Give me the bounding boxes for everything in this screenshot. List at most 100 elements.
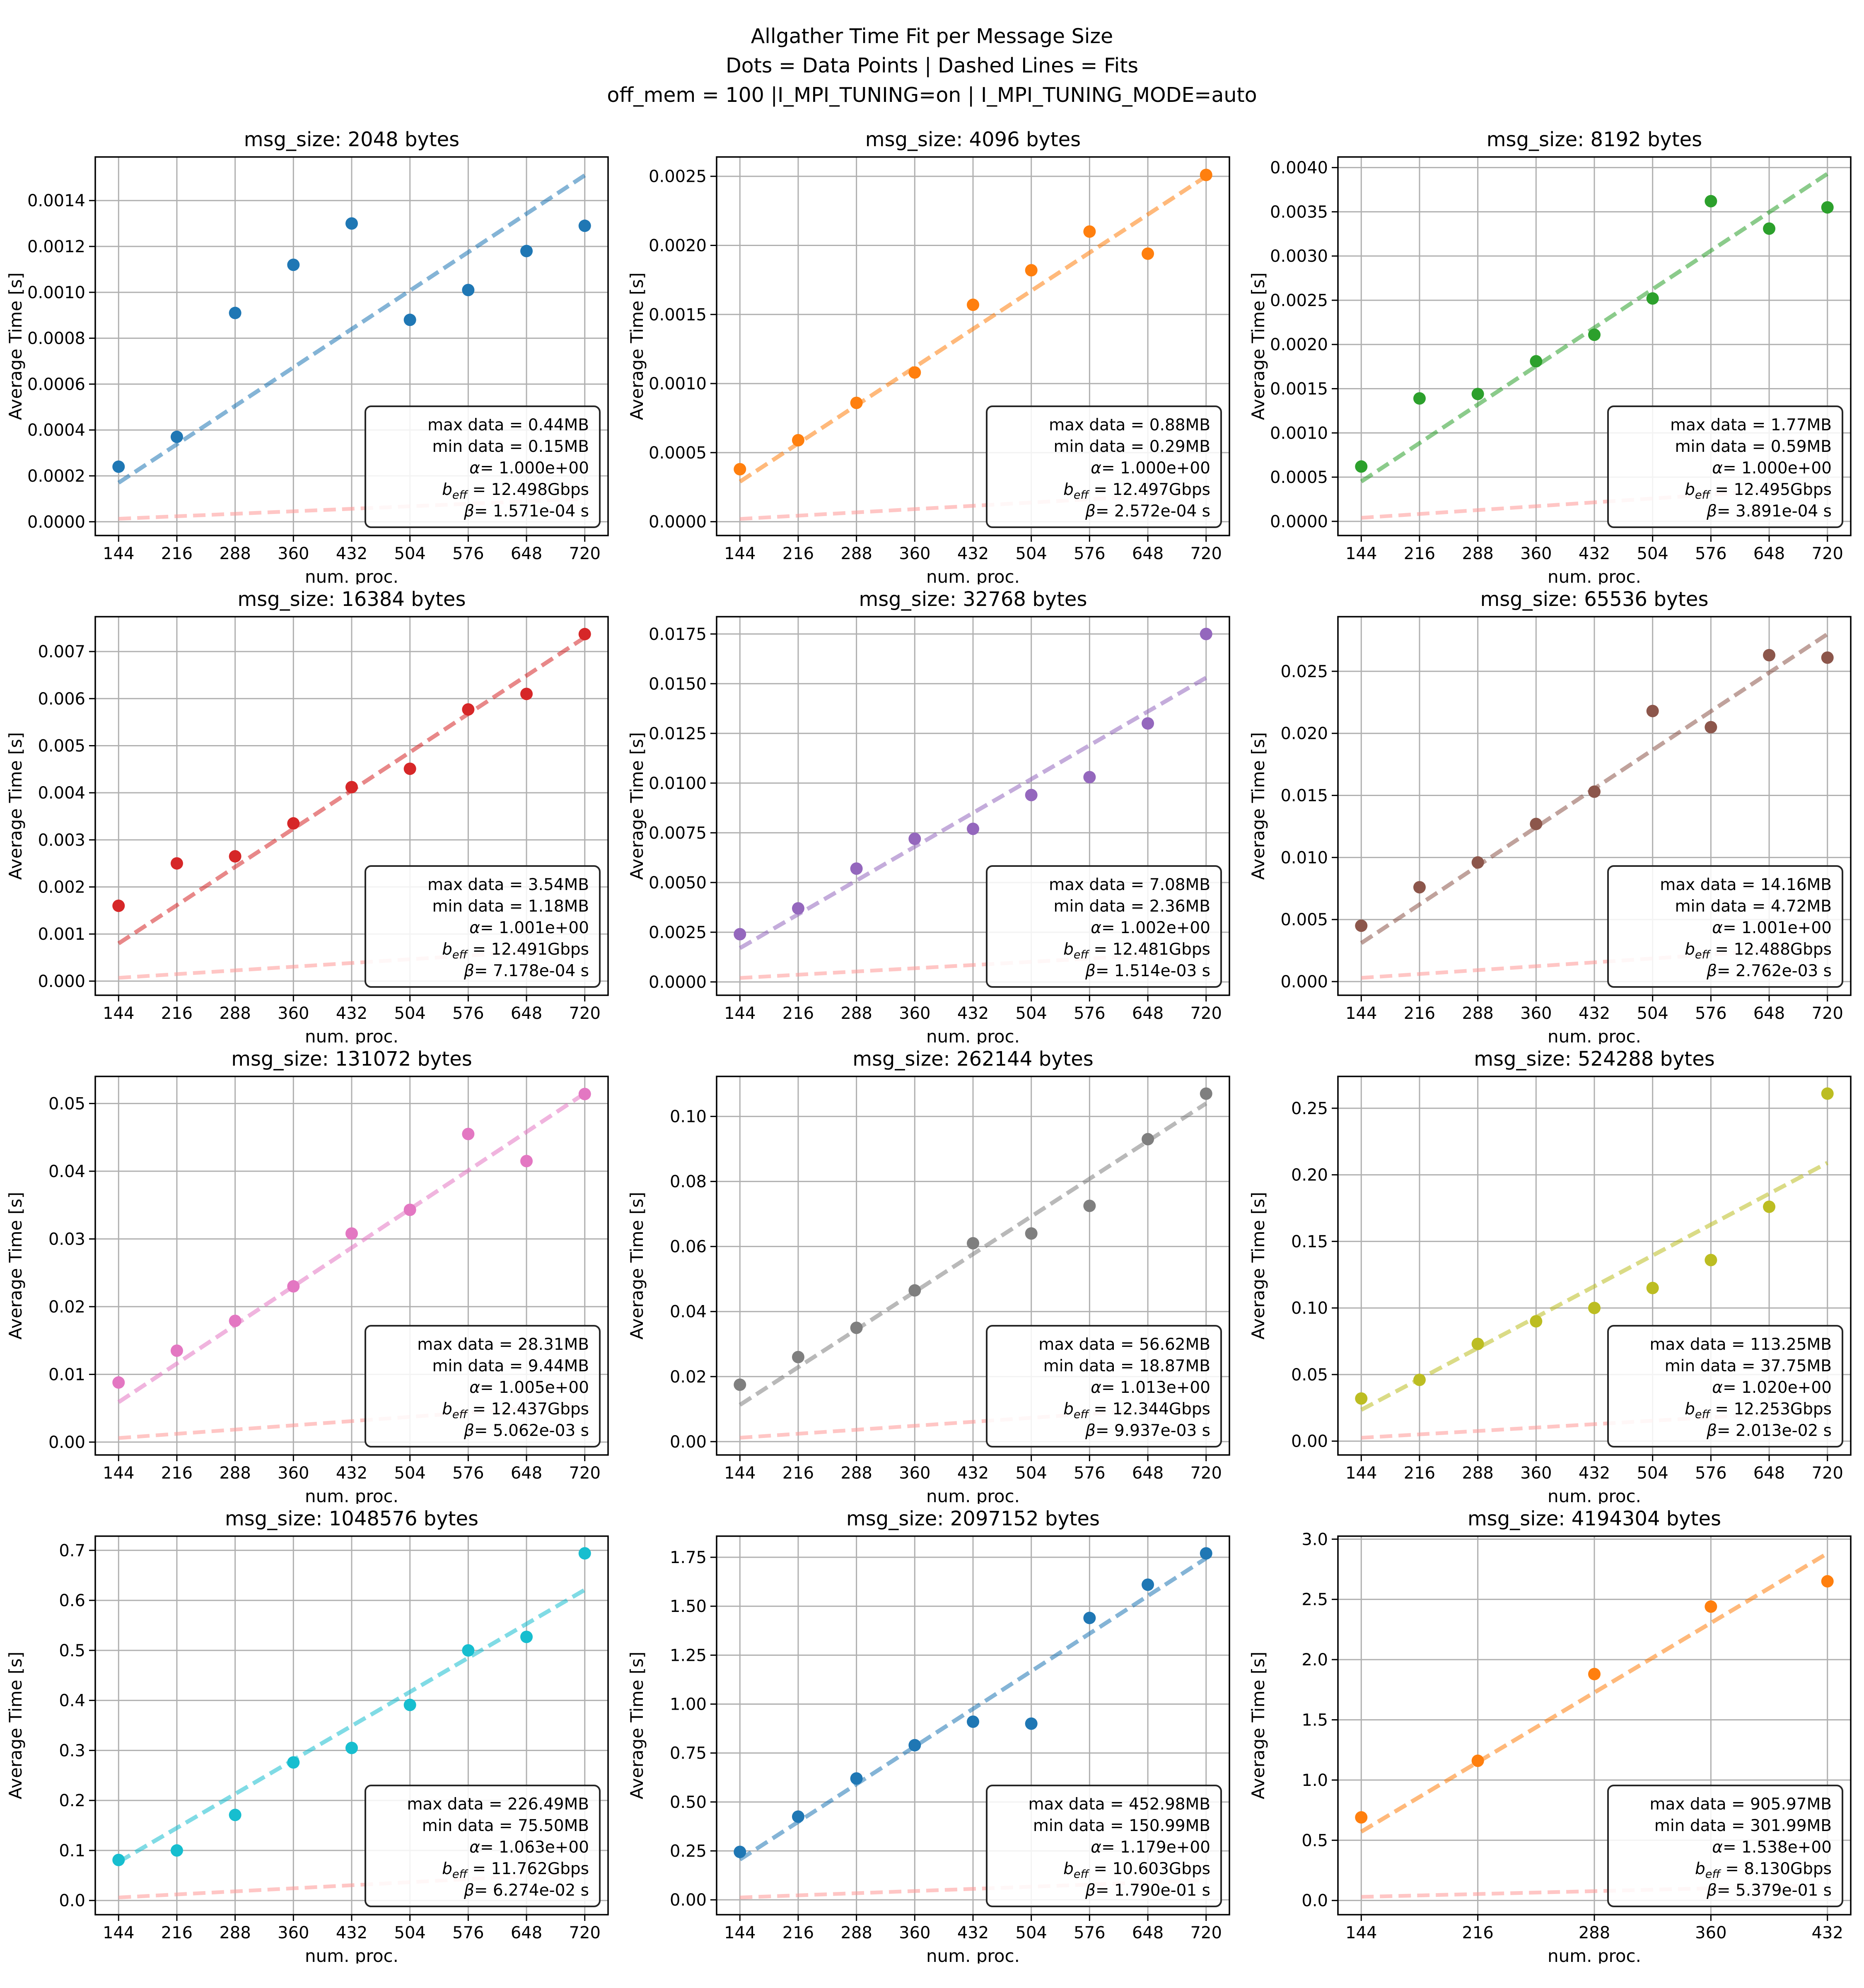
svg-text:0.06: 0.06 (670, 1238, 707, 1257)
svg-text:288: 288 (1579, 1923, 1610, 1942)
svg-text:0.04: 0.04 (48, 1162, 85, 1181)
svg-text:144: 144 (103, 1004, 134, 1023)
stats-box (1607, 865, 1843, 988)
svg-text:360: 360 (899, 544, 930, 563)
stat-alpha: α= 1.000e+00 (1091, 459, 1210, 478)
subplot-title: msg_size: 524288 bytes (1474, 1047, 1714, 1071)
svg-text:648: 648 (1132, 1004, 1164, 1023)
latency-fit-line (740, 1878, 1206, 1899)
y-tick-labels: 0.0 0.5 1.0 1.5 2.0 2.5 3.0 (1301, 1530, 1328, 1910)
x-axis-label: num. proc. (305, 1026, 398, 1044)
tick-marks (1332, 1538, 1828, 1921)
stat-max-data: max data = 7.08MB (1049, 876, 1210, 894)
subplot-title: msg_size: 4194304 bytes (1468, 1507, 1721, 1530)
svg-text:0.0000: 0.0000 (649, 513, 707, 532)
svg-text:504: 504 (394, 1464, 426, 1483)
svg-text:648: 648 (1132, 544, 1164, 563)
svg-text:432: 432 (1579, 544, 1610, 563)
svg-text:504: 504 (394, 544, 426, 563)
stat-beff: beff = 12.498Gbps (442, 480, 589, 502)
svg-text:216: 216 (782, 1464, 814, 1483)
svg-text:432: 432 (336, 1004, 367, 1023)
fit-line (1360, 1551, 1829, 1834)
svg-text:648: 648 (1132, 1464, 1164, 1483)
plot-canvas-1048576: 144 216 288 360 432 504 576 648 7200.00.10.20.30… (5, 1507, 609, 1966)
x-axis-label: num. proc. (305, 567, 398, 584)
svg-text:1.75: 1.75 (670, 1548, 707, 1567)
tick-marks (710, 633, 1207, 1001)
svg-text:1.00: 1.00 (670, 1695, 707, 1714)
subplot-msg-size-4096: 144 216 288 360 432 504 576 648 720 0.0000 0.0005 0… (621, 125, 1243, 587)
svg-text:648: 648 (511, 1004, 542, 1023)
svg-text:0.0020: 0.0020 (649, 236, 707, 255)
stat-min-data: min data = 1.18MB (432, 897, 589, 916)
svg-text:0.0025: 0.0025 (1270, 291, 1328, 310)
plot-canvas-262144: 144 216 288 360 432 504 576 648 7200.000.020.040… (627, 1047, 1230, 1506)
svg-text:144: 144 (724, 1004, 756, 1023)
stats-box (986, 865, 1222, 988)
svg-text:0.1: 0.1 (59, 1841, 85, 1860)
subplot-title: msg_size: 8192 bytes (1487, 128, 1702, 151)
y-axis-label: Average Time [s] (627, 732, 647, 880)
stat-beta: β= 1.514e-03 s (1085, 962, 1210, 980)
latency-fit-line (118, 1871, 585, 1899)
stat-beta: β= 5.379e-01 s (1706, 1881, 1832, 1900)
svg-text:0.3: 0.3 (59, 1741, 85, 1760)
stat-beff: beff = 12.495Gbps (1685, 480, 1832, 502)
svg-text:576: 576 (1074, 1464, 1105, 1483)
svg-text:216: 216 (161, 1923, 193, 1942)
figure-title-line2: Dots = Data Points | Dashed Lines = Fits (725, 54, 1139, 77)
svg-text:144: 144 (103, 544, 134, 563)
stat-beff: beff = 12.344Gbps (1063, 1400, 1210, 1421)
subplot-title: msg_size: 32768 bytes (859, 588, 1087, 611)
stat-max-data: max data = 0.44MB (427, 416, 589, 434)
svg-text:1.0: 1.0 (1301, 1771, 1328, 1790)
fit-line (1360, 172, 1829, 483)
tick-marks (89, 651, 586, 1001)
stat-beff: beff = 12.253Gbps (1685, 1400, 1832, 1421)
stats-box (365, 405, 601, 528)
svg-text:0.0: 0.0 (1301, 1891, 1328, 1911)
subplot-title: msg_size: 4096 bytes (865, 128, 1081, 151)
svg-text:2.0: 2.0 (1301, 1650, 1328, 1670)
svg-text:288: 288 (840, 1004, 872, 1023)
subplot-title: msg_size: 262144 bytes (852, 1047, 1093, 1071)
latency-fit-line (118, 1402, 585, 1440)
stat-min-data: min data = 75.50MB (422, 1817, 589, 1835)
svg-text:216: 216 (161, 1004, 193, 1023)
stat-min-data: min data = 37.75MB (1665, 1357, 1832, 1375)
svg-text:0.0035: 0.0035 (1270, 203, 1328, 222)
stats-box (1607, 405, 1843, 528)
stats-box (986, 1785, 1222, 1907)
svg-text:0.003: 0.003 (38, 831, 85, 850)
svg-text:720: 720 (569, 544, 601, 563)
x-tick-labels: 144 216 288 360 432 504 576 648 720 (103, 544, 601, 563)
svg-text:0.0005: 0.0005 (1270, 468, 1328, 487)
stat-beff: beff = 11.762Gbps (442, 1860, 589, 1881)
latency-fit-line (1361, 485, 1828, 520)
svg-text:504: 504 (1637, 1464, 1668, 1483)
stats-box (986, 405, 1222, 528)
svg-text:0.0175: 0.0175 (649, 625, 707, 644)
x-tick-labels: 144 216 288 360 432 504 576 648 720 (103, 1464, 601, 1483)
plot-canvas-8192: 144 216 288 360 432 504 576 648 7200.00000.00050… (1248, 128, 1852, 587)
fit-line (739, 676, 1207, 950)
stat-min-data: min data = 0.59MB (1675, 437, 1832, 456)
svg-text:648: 648 (1753, 1464, 1785, 1483)
svg-text:504: 504 (394, 1004, 426, 1023)
x-tick-labels: 144 216 288 360 432 504 576 648 720 (1345, 544, 1843, 563)
svg-text:432: 432 (957, 1923, 989, 1942)
subplot-title: msg_size: 1048576 bytes (225, 1507, 478, 1530)
x-axis-label: num. proc. (1548, 567, 1641, 584)
latency-fit-line (740, 491, 1206, 521)
svg-text:288: 288 (840, 1923, 872, 1942)
subplot-msg-size-2048: 144 216 288 360 432 504 576 648 720 0.0000 0.0002 0… (0, 125, 621, 587)
svg-text:216: 216 (782, 1004, 814, 1023)
data-points (1355, 1087, 1834, 1405)
svg-text:0.0025: 0.0025 (649, 167, 707, 186)
figure-title: Allgather Time Fit per Message Size Dots… (0, 0, 1864, 110)
y-tick-labels: 0.00 0.05 0.10 0.15 0.20 0.25 (1291, 1099, 1328, 1451)
svg-text:288: 288 (219, 1464, 251, 1483)
svg-text:0.0030: 0.0030 (1270, 247, 1328, 266)
subplot-msg-size-65536: 144 216 288 360 432 504 576 648 720 0.000 0.005 0.0… (1243, 584, 1864, 1047)
